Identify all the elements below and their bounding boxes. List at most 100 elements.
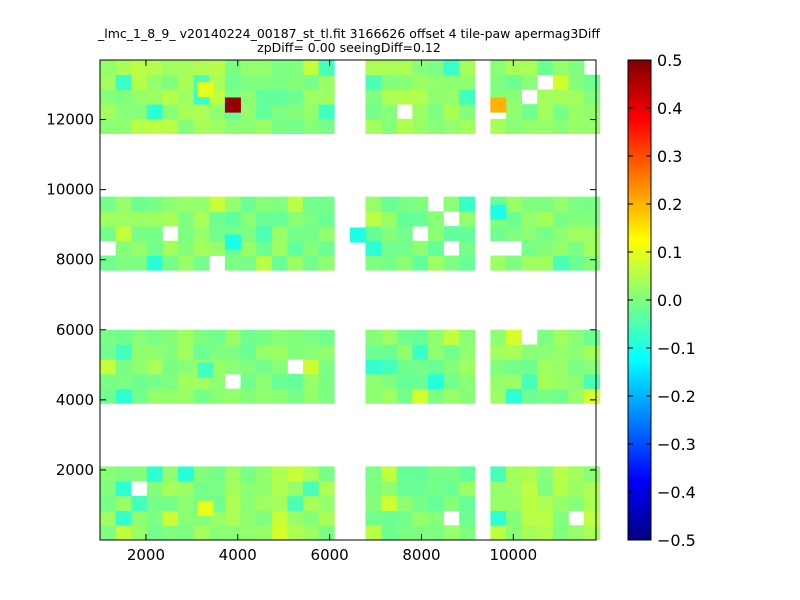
heatmap-cell — [178, 359, 195, 375]
heatmap-cell — [505, 388, 522, 404]
heatmap-cell — [505, 510, 522, 526]
heatmap-cell — [412, 240, 429, 256]
heatmap-cell — [427, 60, 444, 76]
heatmap-cell — [240, 344, 257, 360]
heatmap-cell — [490, 255, 507, 271]
heatmap-cell — [381, 510, 398, 526]
heatmap-cell — [240, 104, 257, 120]
heatmap-cell — [162, 104, 179, 120]
heatmap-cell — [302, 388, 319, 404]
heatmap-cell — [193, 255, 210, 271]
heatmap-cell — [256, 255, 273, 271]
heatmap-cell — [365, 344, 382, 360]
heatmap-cell — [178, 196, 195, 212]
heatmap-cell — [584, 481, 601, 497]
heatmap-cell — [318, 344, 335, 360]
heatmap-cell — [568, 60, 585, 76]
heatmap-cell — [256, 373, 273, 390]
heatmap-cell — [443, 118, 460, 134]
heatmap-cell — [115, 495, 132, 511]
heatmap-cell — [256, 196, 273, 212]
heatmap-cell — [459, 226, 476, 242]
heatmap-cell — [490, 226, 507, 242]
heatmap-cell — [381, 226, 398, 242]
heatmap-cell — [396, 481, 413, 497]
heatmap-cell — [443, 89, 460, 105]
colorbar-ticks: 0.5 0.4 0.3 0.2 0.1 0.0 −0.1 −0.2 −0.3 −0.4 −0.5 — [628, 51, 696, 550]
heatmap-cell — [584, 211, 601, 227]
heatmap-cell — [521, 344, 538, 360]
heatmap-cell — [396, 196, 413, 212]
heatmap-cell — [256, 74, 273, 90]
heatmap-cell — [537, 510, 554, 526]
heatmap-cell — [490, 329, 507, 345]
heatmap-cell — [146, 481, 163, 497]
heatmap-cell — [162, 525, 179, 541]
heatmap-cell — [162, 196, 179, 212]
heatmap-cell — [459, 388, 476, 404]
colorbar-tick-label: −0.3 — [657, 435, 696, 454]
heatmap-cell — [193, 211, 210, 227]
heatmap-cell — [412, 495, 429, 511]
heatmap-cell — [381, 373, 398, 390]
x-tick-label: 8000 — [402, 546, 440, 564]
heatmap-cell — [209, 104, 226, 120]
plot-area: 2000 4000 6000 8000 10000 2000 4000 6000 8000 10… — [46, 59, 601, 564]
heatmap-cell — [115, 89, 132, 105]
heatmap-cell — [256, 466, 273, 482]
heatmap-cell — [193, 525, 210, 541]
heatmap-cell — [427, 211, 444, 227]
chart-title: _lmc_1_8_9_ v20140224_00187_st_tl.fit 31… — [97, 26, 600, 41]
heatmap-cell — [381, 60, 398, 76]
heatmap-cell — [146, 255, 163, 271]
heatmap-cell — [412, 373, 429, 390]
heatmap-cell — [568, 196, 585, 212]
heatmap-cell — [224, 196, 241, 212]
heatmap-cell — [115, 118, 132, 134]
heatmap-cell — [209, 329, 226, 345]
heatmap-cell — [521, 118, 538, 134]
heatmap-cell — [584, 373, 601, 390]
heatmap-cell — [365, 60, 382, 76]
heatmap-cell — [146, 373, 163, 390]
heatmap-cell — [490, 525, 507, 541]
heatmap-cell — [521, 240, 538, 256]
heatmap-cell — [365, 118, 382, 134]
heatmap-cell — [365, 104, 382, 120]
heatmap-cell — [271, 211, 288, 227]
heatmap-cell — [505, 481, 522, 497]
heatmap-cell — [459, 481, 476, 497]
heatmap-cell — [537, 211, 554, 227]
heatmap-cell — [240, 89, 257, 105]
colorbar-tick-label: 0.2 — [657, 195, 682, 214]
heatmap-cell — [521, 495, 538, 511]
heatmap-cell — [552, 344, 569, 360]
heatmap-cell — [131, 196, 148, 212]
heatmap-cell — [365, 388, 382, 404]
heatmap-cell-highlight — [197, 362, 214, 378]
heatmap-cell — [459, 344, 476, 360]
heatmap-cell — [256, 226, 273, 242]
heatmap-cell — [302, 373, 319, 390]
heatmap-cell — [459, 60, 476, 76]
heatmap-cell — [146, 89, 163, 105]
heatmap-cell — [115, 211, 132, 227]
heatmap-cell — [287, 255, 304, 271]
heatmap-cell — [381, 74, 398, 90]
heatmap-cell — [537, 359, 554, 375]
heatmap-cell — [209, 466, 226, 482]
heatmap-cell — [459, 373, 476, 390]
heatmap-cell — [131, 226, 148, 242]
heatmap-cell — [490, 373, 507, 390]
heatmap-cell — [521, 104, 538, 120]
heatmap-cell — [365, 481, 382, 497]
heatmap-cell — [224, 466, 241, 482]
heatmap-cell — [443, 373, 460, 390]
heatmap-cell — [381, 481, 398, 497]
heatmap-cell — [302, 344, 319, 360]
heatmap-cell — [552, 226, 569, 242]
y-tick-label: 4000 — [56, 391, 94, 409]
heatmap-cell — [100, 495, 117, 511]
heatmap-cell — [287, 118, 304, 134]
heatmap-cell — [521, 255, 538, 271]
